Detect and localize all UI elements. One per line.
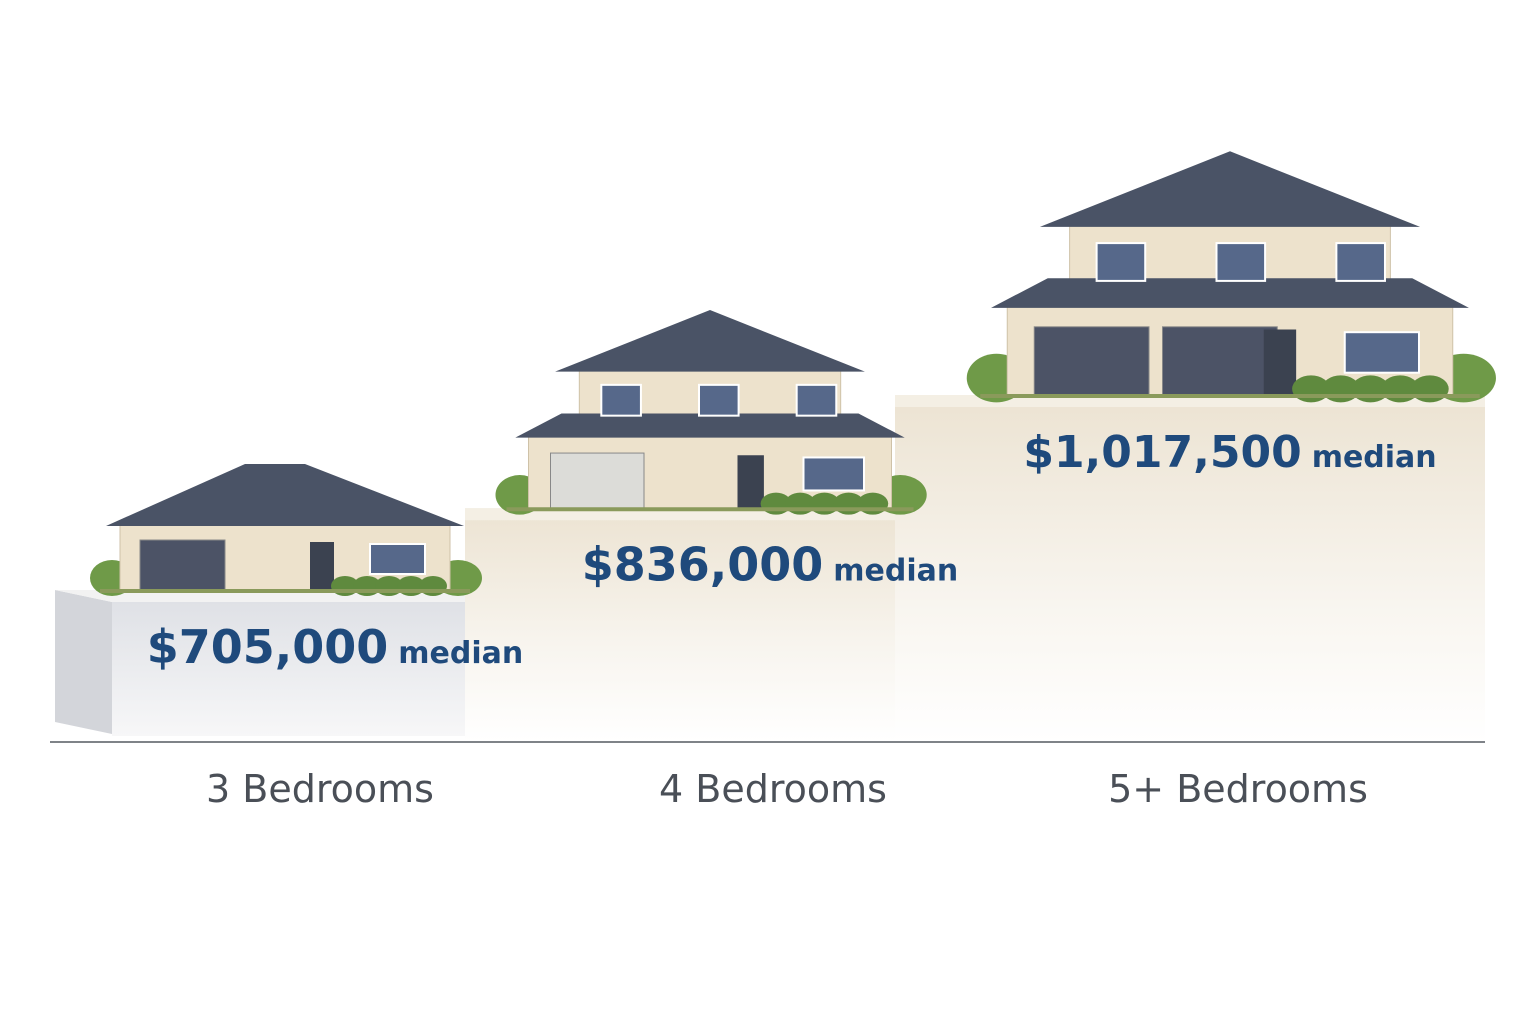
category-label: 3 Bedrooms xyxy=(206,767,434,811)
value-label: $705,000 median xyxy=(147,620,524,674)
lower-roof xyxy=(515,413,905,438)
value-suffix: median xyxy=(833,553,958,588)
lawn xyxy=(100,589,470,593)
window xyxy=(802,456,865,492)
window xyxy=(1095,242,1147,282)
window xyxy=(1215,242,1267,282)
shrub xyxy=(1410,375,1449,403)
bar-side-face xyxy=(55,590,112,734)
window xyxy=(1343,331,1420,374)
lower-roof xyxy=(991,278,1469,308)
bar-front-face xyxy=(895,395,1485,742)
shrub xyxy=(857,492,889,515)
value-amount: $1,017,500 xyxy=(1023,427,1301,478)
window xyxy=(369,543,426,575)
value-suffix: median xyxy=(1312,440,1437,475)
garage-door xyxy=(550,452,645,511)
value-label: $1,017,500 median xyxy=(1023,427,1436,478)
lawn xyxy=(506,507,914,512)
front-door xyxy=(310,542,334,592)
roof xyxy=(1039,151,1421,227)
bar-top-face xyxy=(465,508,1002,521)
garage-door xyxy=(1162,326,1278,398)
lawn xyxy=(980,394,1480,398)
window xyxy=(698,383,740,417)
window xyxy=(795,383,838,417)
category-label: 4 Bedrooms xyxy=(659,767,887,811)
roof xyxy=(555,310,865,372)
value-amount: $836,000 xyxy=(582,537,824,591)
garage-door xyxy=(139,539,226,593)
window xyxy=(600,383,642,417)
front-door xyxy=(1263,329,1297,397)
value-amount: $705,000 xyxy=(147,620,389,674)
category-label: 5+ Bedrooms xyxy=(1108,767,1368,811)
garage-door xyxy=(1033,326,1150,398)
roof xyxy=(106,464,464,526)
front-door xyxy=(737,455,764,511)
house-2 xyxy=(495,310,927,515)
house-1 xyxy=(90,464,482,596)
value-label: $836,000 median xyxy=(582,537,959,591)
value-suffix: median xyxy=(398,636,523,671)
window xyxy=(1335,242,1386,282)
house-3 xyxy=(966,151,1496,403)
